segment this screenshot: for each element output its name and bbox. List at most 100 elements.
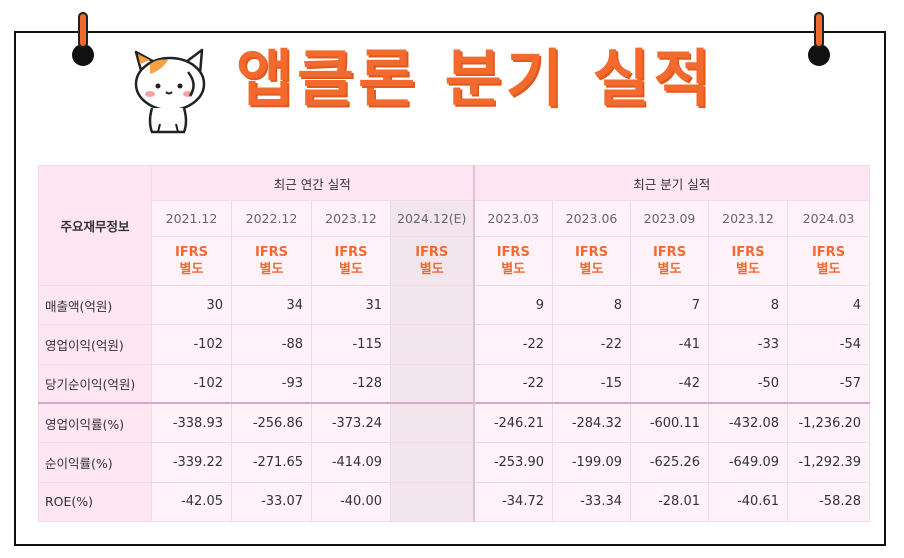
table-cell: -338.93 — [151, 402, 232, 444]
standard-ifrs: IFRS — [811, 244, 846, 260]
table-cell: -600.11 — [630, 402, 710, 444]
table-cell: -102 — [151, 363, 232, 404]
standard-ifrs: IFRS — [731, 244, 765, 260]
table-cell: -128 — [311, 363, 391, 404]
table-cell: -33.07 — [231, 481, 312, 523]
table-cell: -102 — [151, 324, 232, 365]
table-cell: -649.09 — [708, 442, 789, 483]
page-title: 앱클론 분기 실적 — [236, 42, 715, 115]
standard-ifrs: IFRS — [174, 244, 209, 260]
table-cell: -414.09 — [311, 442, 391, 483]
table-cell: -57 — [787, 363, 871, 404]
accounting-standard: IFRS 별도 — [708, 235, 789, 287]
standard-ifrs: IFRS — [334, 244, 368, 260]
table-cell: -58.28 — [787, 481, 871, 523]
standard-ifrs: IFRS — [415, 244, 449, 260]
table-row: 매출액(억원) 30 34 31 9 8 7 8 4 — [38, 284, 871, 326]
table-cell: -88 — [231, 324, 312, 365]
financial-table: 주요재무정보 최근 연간 실적 최근 분기 실적 2021.12 2022.12… — [38, 164, 871, 523]
row-label: 순이익률(%) — [38, 442, 152, 483]
row-label: 영업이익(억원) — [38, 324, 152, 365]
table-cell: -50 — [708, 363, 789, 404]
binder-ring-left-top — [72, 12, 94, 66]
period-header: 2022.12 — [231, 200, 312, 237]
table-cell: -246.21 — [472, 402, 554, 444]
period-header: 2023.06 — [552, 200, 632, 237]
table-row: ROE(%) -42.05 -33.07 -40.00 -34.72 -33.34 -28.… — [38, 481, 871, 523]
table-cell: 34 — [231, 284, 312, 326]
table-cell: -253.90 — [472, 442, 554, 483]
standard-separate: 별도 — [179, 261, 204, 277]
standard-separate: 별도 — [657, 261, 682, 277]
corner-label: 주요재무정보 — [38, 165, 152, 286]
standard-separate: 별도 — [259, 261, 284, 277]
row-label: 당기순이익(억원) — [38, 363, 152, 404]
table-cell: -256.86 — [231, 402, 312, 444]
table-cell: -22 — [552, 324, 632, 365]
table-cell — [389, 402, 475, 444]
table-cell: -15 — [552, 363, 632, 404]
period-header: 2021.12 — [151, 200, 232, 237]
table-cell: -625.26 — [630, 442, 710, 483]
accounting-standard: IFRS 별도 — [787, 235, 871, 287]
accounting-standard: IFRS 별도 — [472, 235, 554, 287]
table-row: 순이익률(%) -339.22 -271.65 -414.09 -253.90 -199.… — [38, 442, 871, 483]
table-cell: -1,292.39 — [787, 442, 871, 483]
table-cell: -33.34 — [552, 481, 632, 523]
group-quarterly: 최근 분기 실적 — [472, 164, 871, 202]
standard-ifrs: IFRS — [496, 244, 530, 260]
accounting-standard: IFRS 별도 — [389, 235, 475, 287]
table-cell: -271.65 — [231, 442, 312, 483]
table-cell: -22 — [472, 324, 554, 365]
table-cell: -40.00 — [311, 481, 391, 523]
table-cell: -115 — [311, 324, 391, 365]
table-cell: -432.08 — [708, 402, 789, 444]
period-header: 2024.12(E) — [389, 200, 475, 237]
table-cell: 9 — [472, 284, 554, 326]
table-cell: 31 — [311, 284, 391, 326]
table-row: 당기순이익(억원) -102 -93 -128 -22 -15 -42 -50 -57 — [38, 363, 871, 404]
table-cell: -22 — [472, 363, 554, 404]
table-cell: 8 — [708, 284, 789, 326]
accounting-standard: IFRS 별도 — [311, 235, 391, 287]
accounting-standard: IFRS 별도 — [630, 235, 710, 287]
table-cell: -40.61 — [708, 481, 789, 523]
table-cell: -199.09 — [552, 442, 632, 483]
period-header: 2024.03 — [787, 200, 871, 237]
standard-separate: 별도 — [339, 261, 363, 277]
table-cell — [389, 363, 475, 404]
table-cell: -42 — [630, 363, 710, 404]
table-cell: -1,236.20 — [787, 402, 871, 444]
table-cell: -34.72 — [472, 481, 554, 523]
row-label: 매출액(억원) — [38, 284, 152, 326]
row-label: 영업이익률(%) — [38, 402, 152, 444]
table-cell: 30 — [151, 284, 232, 326]
table-cell — [389, 324, 475, 365]
period-header: 2023.12 — [311, 200, 391, 237]
table-cell — [389, 481, 475, 523]
standard-ifrs: IFRS — [652, 244, 687, 260]
standard-separate: 별도 — [501, 261, 526, 277]
standard-ifrs: IFRS — [574, 244, 609, 260]
table-cell: -33 — [708, 324, 789, 365]
table-cell: -41 — [630, 324, 710, 365]
cat-mascot-icon — [134, 48, 206, 134]
standard-ifrs: IFRS — [254, 244, 289, 260]
accounting-standard: IFRS 별도 — [151, 235, 232, 287]
period-header: 2023.03 — [472, 200, 554, 237]
table-cell: 7 — [630, 284, 710, 326]
table-cell: -42.05 — [151, 481, 232, 523]
table-row: 영업이익(억원) -102 -88 -115 -22 -22 -41 -33 -54 — [38, 324, 871, 365]
accounting-standard: IFRS 별도 — [552, 235, 632, 287]
table-cell: -28.01 — [630, 481, 710, 523]
table-cell: -373.24 — [311, 402, 391, 444]
standard-separate: 별도 — [816, 261, 841, 277]
table-cell: 8 — [552, 284, 632, 326]
row-label: ROE(%) — [38, 481, 152, 523]
binder-ring-right-top — [808, 12, 830, 66]
period-header: 2023.12 — [708, 200, 789, 237]
accounting-standard: IFRS 별도 — [231, 235, 312, 287]
table-cell: -284.32 — [552, 402, 632, 444]
standard-separate: 별도 — [579, 261, 604, 277]
standard-separate: 별도 — [419, 261, 444, 277]
